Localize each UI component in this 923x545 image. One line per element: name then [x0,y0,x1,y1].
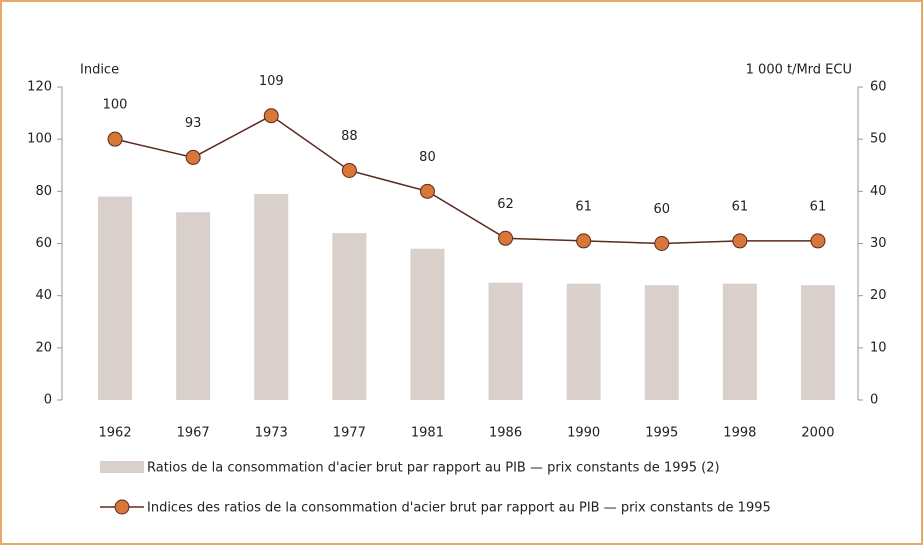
bar [722,283,757,400]
y-axis-label: Indice [80,63,119,78]
marker [107,131,123,147]
x-tick-label: 1981 [411,426,444,441]
legend-label: Ratios de la consommation d'acier brut p… [147,461,720,476]
marker [654,236,670,251]
bar [98,196,133,400]
x-tick-label: 1977 [333,426,366,441]
y2-tick-label: 40 [870,184,887,199]
data-label: 62 [497,197,514,212]
y-tick-label: 20 [35,340,52,355]
data-label: 61 [732,199,749,214]
data-label: 100 [103,98,128,113]
bar [254,193,289,400]
x-tick-label: 1962 [99,426,132,441]
data-label: 88 [341,129,358,144]
data-label: 109 [259,74,284,89]
marker [263,108,279,124]
y2-axis-label: 1 000 t/Mrd ECU [746,63,852,78]
x-tick-label: 1986 [489,426,522,441]
y-tick-label: 40 [35,288,52,303]
y-tick-label: 80 [35,184,52,199]
bar [644,285,679,400]
x-tick-label: 1995 [645,426,678,441]
data-label: 80 [419,150,436,165]
bar [566,283,601,400]
y2-tick-label: 0 [870,393,878,408]
legend-label: Indices des ratios de la consommation d'… [147,501,771,516]
marker [810,233,826,249]
marker [498,230,514,246]
data-label: 61 [810,199,827,214]
y2-tick-label: 30 [870,236,887,251]
bar [332,233,367,400]
y-tick-label: 0 [44,393,52,408]
x-tick-label: 1967 [177,426,210,441]
legend-marker [114,499,130,515]
marker [341,162,357,178]
data-label: 60 [653,202,670,217]
marker [185,149,201,165]
y-tick-label: 100 [27,132,52,147]
marker [732,233,748,249]
y2-tick-label: 10 [870,340,887,355]
marker [576,233,592,249]
legend-swatch [100,461,144,473]
x-tick-label: 1990 [567,426,600,441]
y2-tick-label: 60 [870,80,887,95]
y2-tick-label: 20 [870,288,887,303]
x-tick-label: 1998 [723,426,756,441]
data-label: 93 [185,116,202,131]
data-label: 61 [575,199,592,214]
bar [488,282,523,400]
x-tick-label: 2000 [801,426,834,441]
bar [176,212,211,400]
bar [410,248,445,400]
marker [419,183,435,199]
line [114,114,818,245]
y-tick-label: 120 [27,80,52,95]
y-tick-label: 60 [35,236,52,251]
bar [800,285,835,400]
y2-tick-label: 50 [870,132,887,147]
x-tick-label: 1973 [255,426,288,441]
